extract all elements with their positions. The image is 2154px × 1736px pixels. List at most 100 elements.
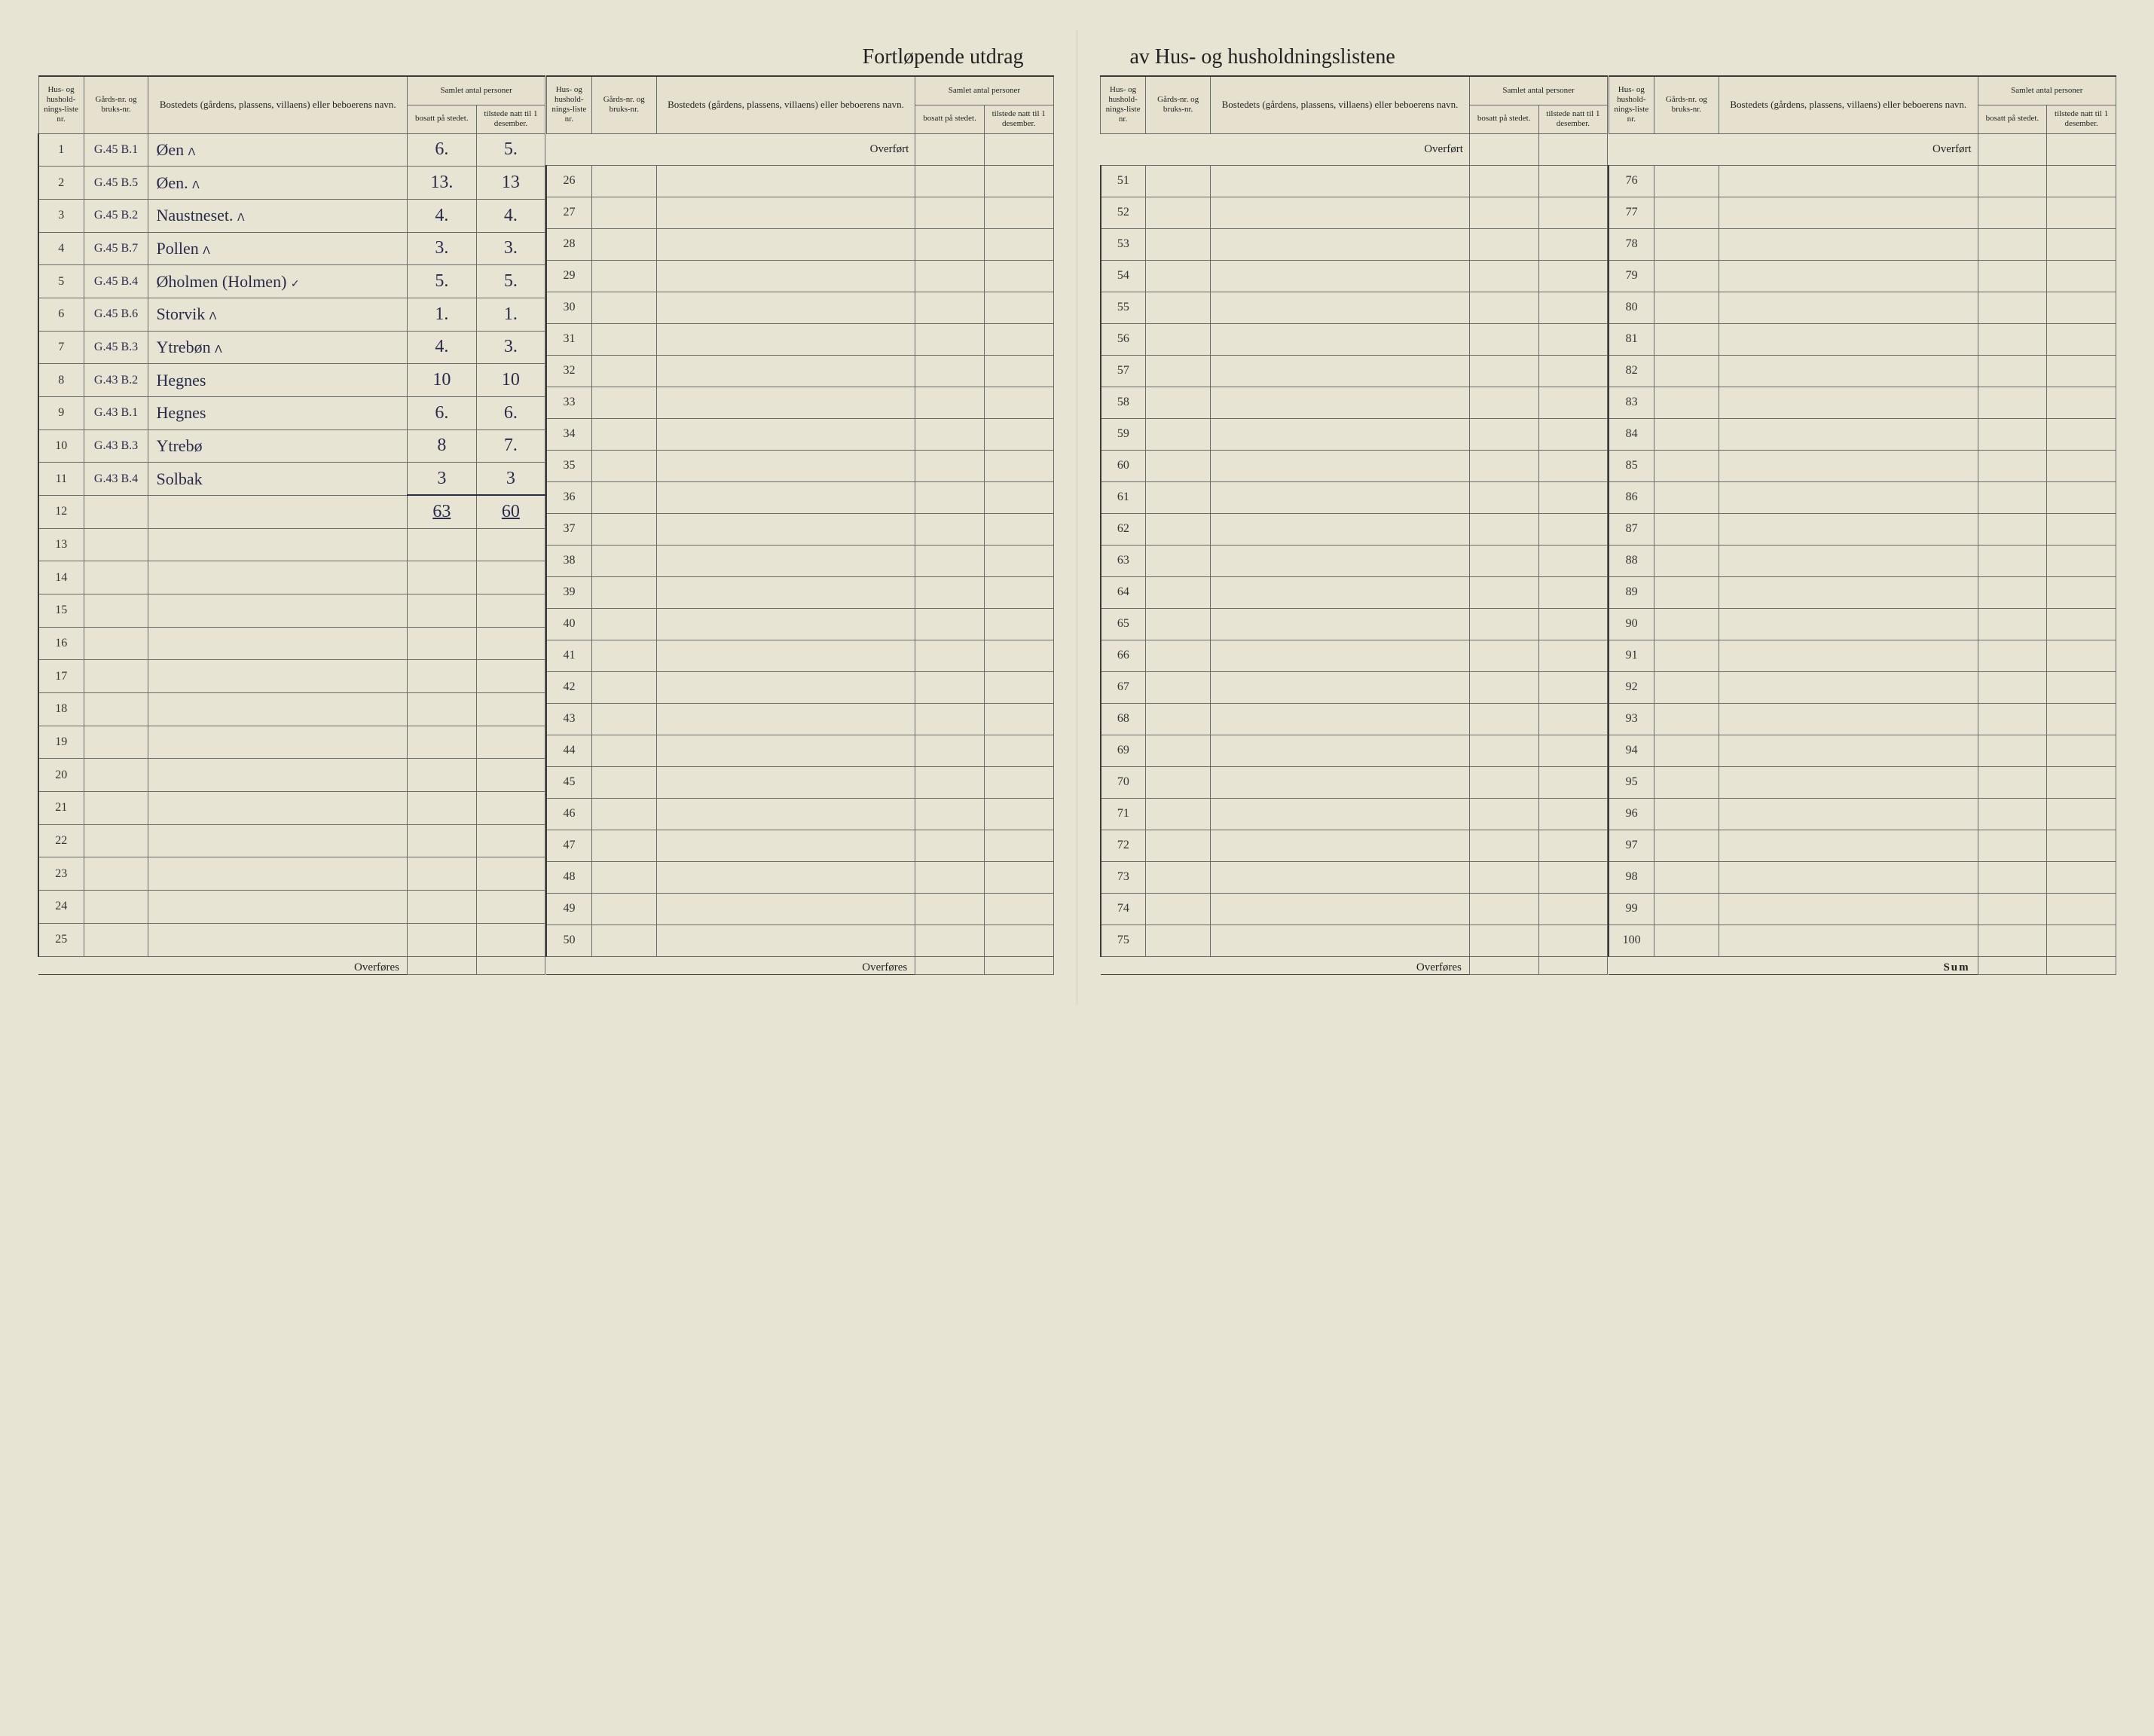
hdr-liste: Hus- og hushold-nings-liste nr.: [546, 76, 591, 133]
bosted-cell: [1719, 640, 1978, 671]
table-row: 76: [1609, 165, 2116, 197]
tilstede-cell: [2047, 450, 2116, 481]
gard-cell: [1146, 608, 1211, 640]
tilstede-cell: [2047, 292, 2116, 323]
bosatt-cell: 13.: [408, 167, 477, 200]
table-row: 47: [546, 830, 1053, 861]
bosatt-cell: [1978, 925, 2047, 956]
gard-cell: [591, 830, 656, 861]
gard-cell: [1146, 355, 1211, 387]
bosted-cell: Øen. ᐱ: [148, 167, 408, 200]
gard-cell: [591, 861, 656, 893]
row-number: 91: [1609, 640, 1654, 671]
row-number: 39: [546, 576, 591, 608]
hdr-tilstede: tilstede natt til 1 desember.: [984, 105, 1053, 133]
bosatt-cell: [1978, 735, 2047, 766]
bosatt-cell: [1978, 323, 2047, 355]
bosted-cell: [1719, 513, 1978, 545]
bosted-cell: [1719, 228, 1978, 260]
row-number: 33: [546, 387, 591, 418]
row-number: 32: [546, 355, 591, 387]
row-number: 54: [1101, 260, 1146, 292]
tilstede-cell: [2047, 545, 2116, 576]
bosatt-cell: [915, 387, 985, 418]
bosted-cell: [148, 824, 408, 857]
bosatt-cell: [408, 561, 477, 594]
row-number: 24: [38, 890, 84, 923]
table-row: 34: [546, 418, 1053, 450]
gard-cell: [591, 292, 656, 323]
tilstede-cell: [2047, 735, 2116, 766]
row-number: 10: [38, 429, 84, 463]
tilstede-cell: [984, 703, 1053, 735]
bosted-cell: [656, 355, 915, 387]
gard-cell: [84, 890, 148, 923]
tilstede-cell: [1538, 640, 1608, 671]
table-row: 54: [1101, 260, 1608, 292]
bosted-cell: [1211, 513, 1470, 545]
gard-cell: [1654, 893, 1719, 925]
row-number: 92: [1609, 671, 1654, 703]
gard-cell: [591, 766, 656, 798]
row-number: 35: [546, 450, 591, 481]
gard-cell: [591, 640, 656, 671]
gard-cell: [1146, 766, 1211, 798]
bosted-cell: [1719, 576, 1978, 608]
bosted-cell: Ytrebø: [148, 429, 408, 463]
gard-cell: [591, 323, 656, 355]
table-row: 75: [1101, 925, 1608, 956]
row-number: 15: [38, 594, 84, 627]
bosted-cell: Hegnes: [148, 364, 408, 397]
row-number: 13: [38, 528, 84, 561]
row-number: 66: [1101, 640, 1146, 671]
row-number: 98: [1609, 861, 1654, 893]
row-number: 56: [1101, 323, 1146, 355]
bosted-cell: [148, 528, 408, 561]
row-number: 20: [38, 759, 84, 792]
hdr-bosted: Bostedets (gårdens, plassens, villaens) …: [1211, 76, 1470, 133]
gard-cell: [84, 528, 148, 561]
gard-cell: [591, 545, 656, 576]
bosted-cell: [1719, 925, 1978, 956]
table-row: 48: [546, 861, 1053, 893]
bosatt-cell: 6.: [408, 133, 477, 167]
tilstede-cell: [984, 387, 1053, 418]
bosatt-cell: 8: [408, 429, 477, 463]
tilstede-cell: [984, 861, 1053, 893]
bosted-cell: [1719, 861, 1978, 893]
tilstede-cell: [1538, 545, 1608, 576]
bosted-cell: [1719, 355, 1978, 387]
bosatt-cell: [1469, 165, 1538, 197]
row-number: 78: [1609, 228, 1654, 260]
gard-cell: [1654, 481, 1719, 513]
table-row: 6G.45 B.6Storvik ᐱ1.1.: [38, 298, 545, 331]
gard-cell: [84, 692, 148, 726]
gard-cell: [591, 260, 656, 292]
bosatt-cell: [408, 824, 477, 857]
tilstede-cell: [476, 627, 545, 660]
tilstede-cell: [984, 671, 1053, 703]
bosted-cell: Storvik ᐱ: [148, 298, 408, 331]
bosatt-cell: [1978, 355, 2047, 387]
table-row: 28: [546, 228, 1053, 260]
tilstede-cell: [984, 260, 1053, 292]
bosted-cell: [1211, 292, 1470, 323]
bosatt-cell: [915, 450, 985, 481]
tilstede-cell: [2047, 165, 2116, 197]
table-row: 11G.43 B.4Solbak33: [38, 463, 545, 496]
table-row: 65: [1101, 608, 1608, 640]
tilstede-cell: [2047, 576, 2116, 608]
bosted-cell: [656, 766, 915, 798]
bosted-cell: [148, 791, 408, 824]
tilstede-cell: [1538, 766, 1608, 798]
hdr-gard: Gårds-nr. og bruks-nr.: [1654, 76, 1719, 133]
table-row: 9G.43 B.1Hegnes6.6.: [38, 396, 545, 429]
row-number: 61: [1101, 481, 1146, 513]
bosted-cell: Hegnes: [148, 396, 408, 429]
bosatt-cell: [1978, 671, 2047, 703]
bosted-cell: [148, 561, 408, 594]
tilstede-cell: [984, 292, 1053, 323]
gard-cell: [1146, 830, 1211, 861]
table-row: 69: [1101, 735, 1608, 766]
row-number: 25: [38, 923, 84, 956]
